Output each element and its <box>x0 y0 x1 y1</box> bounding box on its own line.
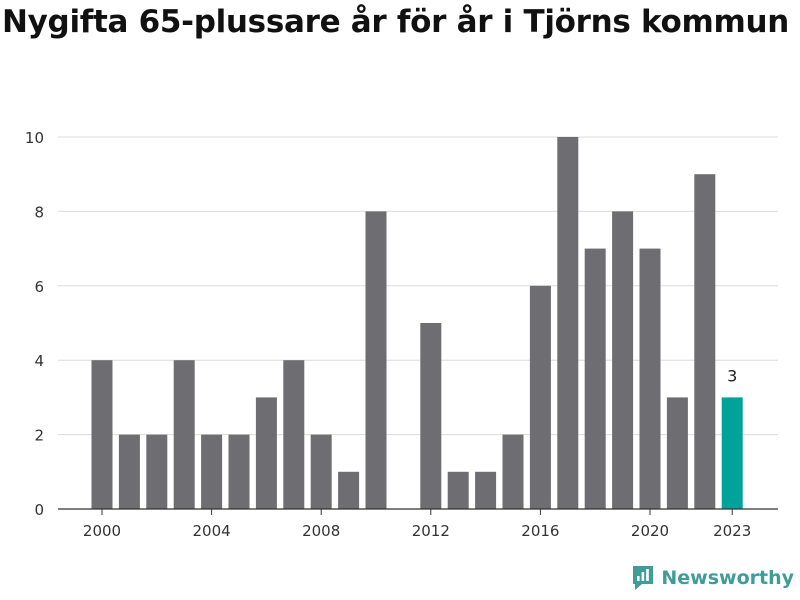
data-label: 3 <box>727 366 737 385</box>
brand-logo: Newsworthy <box>631 564 794 592</box>
x-tick-label: 2012 <box>412 522 450 540</box>
bar-2020 <box>639 248 661 509</box>
newsworthy-logo-icon <box>633 566 654 590</box>
x-tick-label: 2008 <box>302 522 340 540</box>
bar-2012 <box>420 323 442 509</box>
bar-2007 <box>283 360 305 509</box>
bar-2008 <box>310 434 332 509</box>
bar-2000 <box>91 360 113 509</box>
bar-2002 <box>146 434 168 509</box>
bar-2022 <box>694 174 716 509</box>
x-tick-label: 2016 <box>521 522 559 540</box>
bar-2013 <box>447 471 469 509</box>
y-tick-label: 0 <box>34 501 44 519</box>
chart-title: Nygifta 65-plussare år för år i Tjörns k… <box>2 4 790 40</box>
bar-2004 <box>201 434 223 509</box>
y-tick-label: 4 <box>34 352 44 370</box>
bar-2015 <box>502 434 524 509</box>
y-tick-label: 2 <box>34 427 44 445</box>
bar-2005 <box>228 434 250 509</box>
y-tick-label: 10 <box>25 129 44 147</box>
bar-2010 <box>365 211 387 509</box>
bar-2018 <box>584 248 606 509</box>
y-tick-label: 6 <box>34 278 44 296</box>
bar-2017 <box>557 137 579 509</box>
bar-2014 <box>475 471 497 509</box>
bar-2006 <box>255 397 277 509</box>
brand-name: Newsworthy <box>661 567 794 589</box>
x-tick-label: 2004 <box>193 522 231 540</box>
bar-2019 <box>612 211 634 509</box>
bar-2016 <box>529 285 551 509</box>
bar-chart: 0 2 4 6 8 10 3 2000 2004 2008 2012 2016 2020 2023 <box>25 129 778 540</box>
y-tick-label: 8 <box>34 203 44 221</box>
bar-2021 <box>666 397 688 509</box>
x-tick-label: 2000 <box>83 522 121 540</box>
x-tick-label: 2020 <box>631 522 669 540</box>
bar-2001 <box>118 434 140 509</box>
bar-2003 <box>173 360 195 509</box>
bar-2009 <box>338 471 360 509</box>
bar-2023 <box>721 397 743 509</box>
x-tick-label: 2023 <box>713 522 751 540</box>
